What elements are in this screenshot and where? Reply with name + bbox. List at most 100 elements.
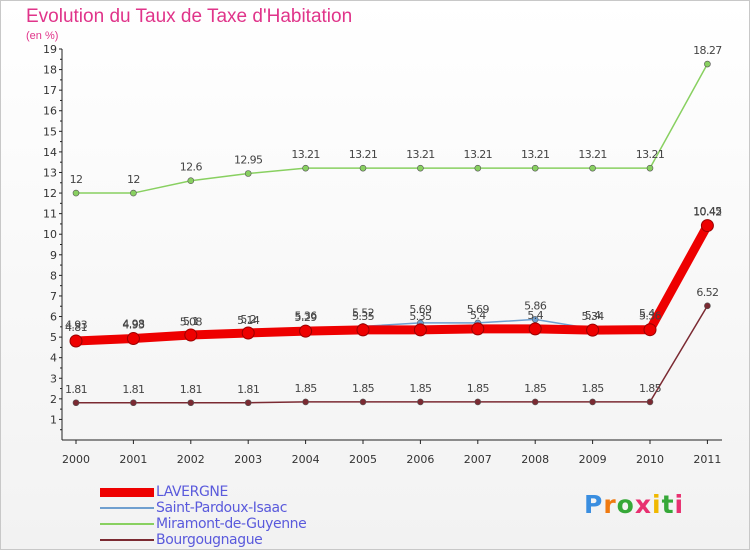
y-tick-label: 18 [43,64,57,77]
legend-label: Bourgougnague [156,532,263,548]
data-label: 6.52 [696,286,718,299]
data-label: 12 [70,173,83,186]
data-label: 13.21 [464,148,493,161]
y-tick-label: 7 [50,290,57,303]
data-label: 1.85 [467,382,490,395]
data-label: 12 [127,173,140,186]
legend-item: Saint-Pardoux-Isaac [100,500,306,516]
data-point [244,399,252,407]
y-tick-label: 12 [43,187,57,200]
data-label: 5.69 [409,303,432,316]
logo-letter: i [652,490,662,519]
data-point [299,324,313,338]
data-label: 4.93 [65,319,88,332]
chart-unit: (en %) [26,30,59,42]
data-point [187,177,195,185]
y-tick-label: 19 [43,43,57,56]
legend-label: Miramont-de-Guyenne [156,516,307,532]
logo-letter: r [603,490,617,519]
data-label: 5.69 [467,303,490,316]
legend-swatch [100,539,154,541]
data-point [413,323,427,337]
data-label: 5.29 [295,311,318,324]
data-label: 13.21 [578,148,607,161]
data-label: 1.85 [524,382,547,395]
data-label: 5.08 [180,315,203,328]
y-tick-label: 14 [43,146,57,159]
data-point [586,323,600,337]
data-label: 1.81 [122,383,144,396]
data-label: 4.98 [122,318,145,331]
y-tick-label: 5 [50,331,57,344]
x-tick-label: 2009 [579,453,607,466]
y-tick-label: 3 [50,372,57,385]
y-tick-label: 16 [43,105,57,118]
data-point [302,164,309,172]
data-point [72,189,80,197]
legend-swatch [100,487,154,497]
data-point [589,164,596,172]
y-tick-label: 8 [50,269,57,282]
data-label: 10.42 [693,206,722,219]
data-point [417,398,424,406]
y-tick-label: 10 [43,228,57,241]
legend-label: LAVERGNE [156,484,228,500]
data-label: 5.36 [295,310,318,323]
series-bourgougnague: 1.81 1.81 1.81 1.81 1.85 1.85 1.85 1.85 1.85 1.85… [65,286,719,407]
x-tick-label: 2008 [521,453,549,466]
data-point [474,164,482,172]
data-point [184,328,198,342]
data-label: 4.93 [122,319,145,332]
data-label: 5.14 [237,314,260,327]
data-label: 5.2 [240,313,256,326]
data-point [474,398,482,406]
series-line [76,305,709,404]
data-point [187,399,195,407]
data-label: 1.85 [639,382,662,395]
x-tick-label: 2010 [636,453,664,466]
data-point [531,164,539,172]
logo-letter: i [674,490,685,519]
proxiti-logo: Proxiti [584,490,684,519]
series-line [76,63,709,194]
legend-label: Saint-Pardoux-Isaac [156,500,288,516]
x-tick-label: 2003 [234,453,262,466]
data-label: 13.21 [521,148,550,161]
logo-letter: o [616,490,635,519]
data-point [72,399,80,407]
data-point [302,398,309,406]
data-label: 13.21 [349,148,378,161]
data-label: 13.21 [636,148,665,161]
legend-swatch [100,507,154,509]
data-label: 1.81 [180,383,202,396]
data-point [417,164,424,172]
x-tick-label: 2007 [464,453,492,466]
data-label: 1.85 [409,382,432,395]
data-label: 5.36 [639,310,662,323]
data-point [130,189,137,197]
data-label: 4.81 [65,321,87,334]
data-label: 5.52 [352,306,374,319]
data-point [704,302,711,310]
legend-item: Bourgougnague [100,532,306,548]
data-label: 13.21 [406,148,435,161]
data-label: 1.85 [295,382,318,395]
y-tick-label: 17 [43,84,57,97]
legend-swatch [100,523,154,525]
y-tick-label: 11 [43,208,57,221]
data-label: 5.4 [527,309,543,322]
x-tick-label: 2002 [177,453,205,466]
series-saint-pardoux-isaac: 4.93 4.98 5.08 5.14 5.36 5.52 5.69 5.69 5.865.4 5… [65,205,723,342]
y-tick-label: 1 [50,413,57,426]
logo-letter: t [661,490,675,519]
y-tick-label: 15 [43,125,57,138]
data-point [643,323,657,337]
logo-letter: P [584,490,604,519]
data-point [359,398,367,406]
chart-legend: LAVERGNE Saint-Pardoux-Isaac Miramont-de-G… [100,484,307,548]
data-point [531,398,539,406]
x-tick-label: 2001 [119,453,147,466]
x-tick-label: 2000 [62,453,90,466]
y-tick-label: 13 [43,166,57,179]
